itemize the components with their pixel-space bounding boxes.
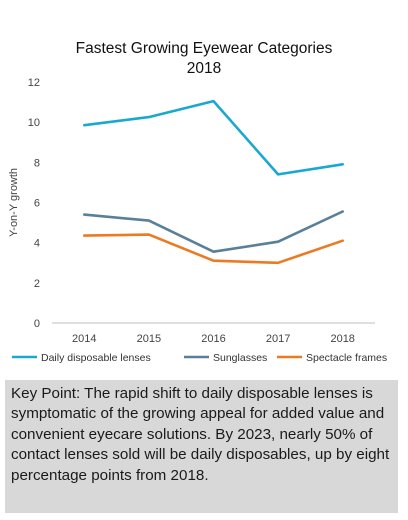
series-line-daily-disposable-lenses (83, 99, 345, 176)
y-axis-label: Y-on-Y growth (8, 168, 20, 237)
y-tick-label: 4 (34, 238, 40, 250)
x-tick-label: 2017 (266, 333, 290, 345)
y-tick-label: 12 (28, 77, 40, 89)
x-tick-label: 2018 (330, 333, 354, 345)
chart-subtitle: 2018 (186, 60, 222, 77)
line-chart: 0 2 4 6 8 10 12 2014 2015 2016 2017 2018 Y-on-Y grow… (8, 77, 387, 364)
y-tick-label: 0 (34, 318, 40, 330)
chart-title: Fastest Growing Eyewear Categories (75, 40, 333, 57)
x-tick-label: 2015 (137, 333, 161, 345)
key-point-label: Key Point: (11, 385, 81, 402)
legend-label: Sunglasses (213, 352, 267, 364)
y-tick-label: 2 (34, 278, 40, 290)
legend-label: Daily disposable lenses (41, 352, 151, 364)
legend-label: Spectacle frames (306, 352, 387, 364)
x-tick-label: 2014 (72, 333, 96, 345)
key-point-box: Key Point: The rapid shift to daily disp… (5, 380, 398, 513)
y-tick-label: 10 (28, 117, 40, 129)
series-line-spectacle-frames (83, 233, 345, 265)
key-point-text: The rapid shift to daily disposable lens… (11, 385, 390, 484)
series-line-sunglasses (83, 210, 345, 253)
y-tick-label: 8 (34, 157, 40, 169)
y-tick-label: 6 (34, 198, 40, 210)
x-tick-label: 2016 (201, 333, 225, 345)
